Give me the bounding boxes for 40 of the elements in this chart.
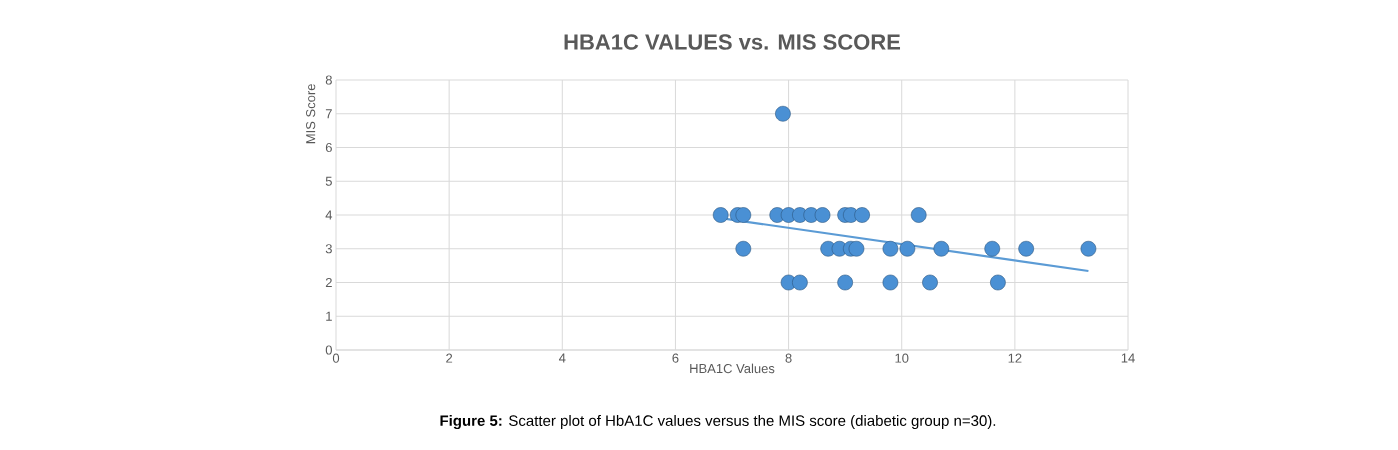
x-tick-label: 10 [895,353,909,363]
x-tick-label: 2 [446,353,453,363]
point [792,274,808,291]
y-tick-label: 1 [326,311,332,321]
chart-title: HBA1C VALUES vs. MIS SCORE [564,34,901,50]
y-tick-label: 3 [325,244,332,254]
y-tick-label: 2 [325,277,332,288]
x-tick-label: 0 [332,353,340,363]
point [837,274,853,291]
y-tick-label: 4 [325,210,333,220]
x-axis-title: HBA1C Values [690,363,775,374]
point [990,274,1006,291]
point [933,240,950,257]
point [899,240,916,257]
y-axis-title: MIS Score [306,84,316,144]
point [1080,240,1097,257]
point [814,207,831,223]
x-tick-label: 4 [558,353,566,363]
point [712,207,729,223]
x-tick-label: 14 [1121,353,1135,363]
x-tick-label: 12 [1008,353,1022,363]
point [1018,240,1034,257]
point [848,240,865,257]
y-tick-label: 7 [325,109,332,119]
point [882,240,899,257]
point [922,274,938,291]
point [854,207,870,223]
x-tick-label: 6 [672,353,679,363]
point [775,105,791,122]
point [735,207,752,223]
y-tick-label: 5 [325,176,332,186]
x-tick-label: 8 [785,353,792,363]
y-tick-label: 8 [325,75,332,85]
point [882,274,899,291]
y-tick-label: 6 [325,142,332,153]
point [984,240,1001,257]
point [735,240,752,257]
text: Figure 5: Scatter plot of HbA1C values versus the MIS score (diabetic group n=30). [440,414,996,430]
point [910,207,927,223]
y-tick-label: 0 [325,345,332,355]
